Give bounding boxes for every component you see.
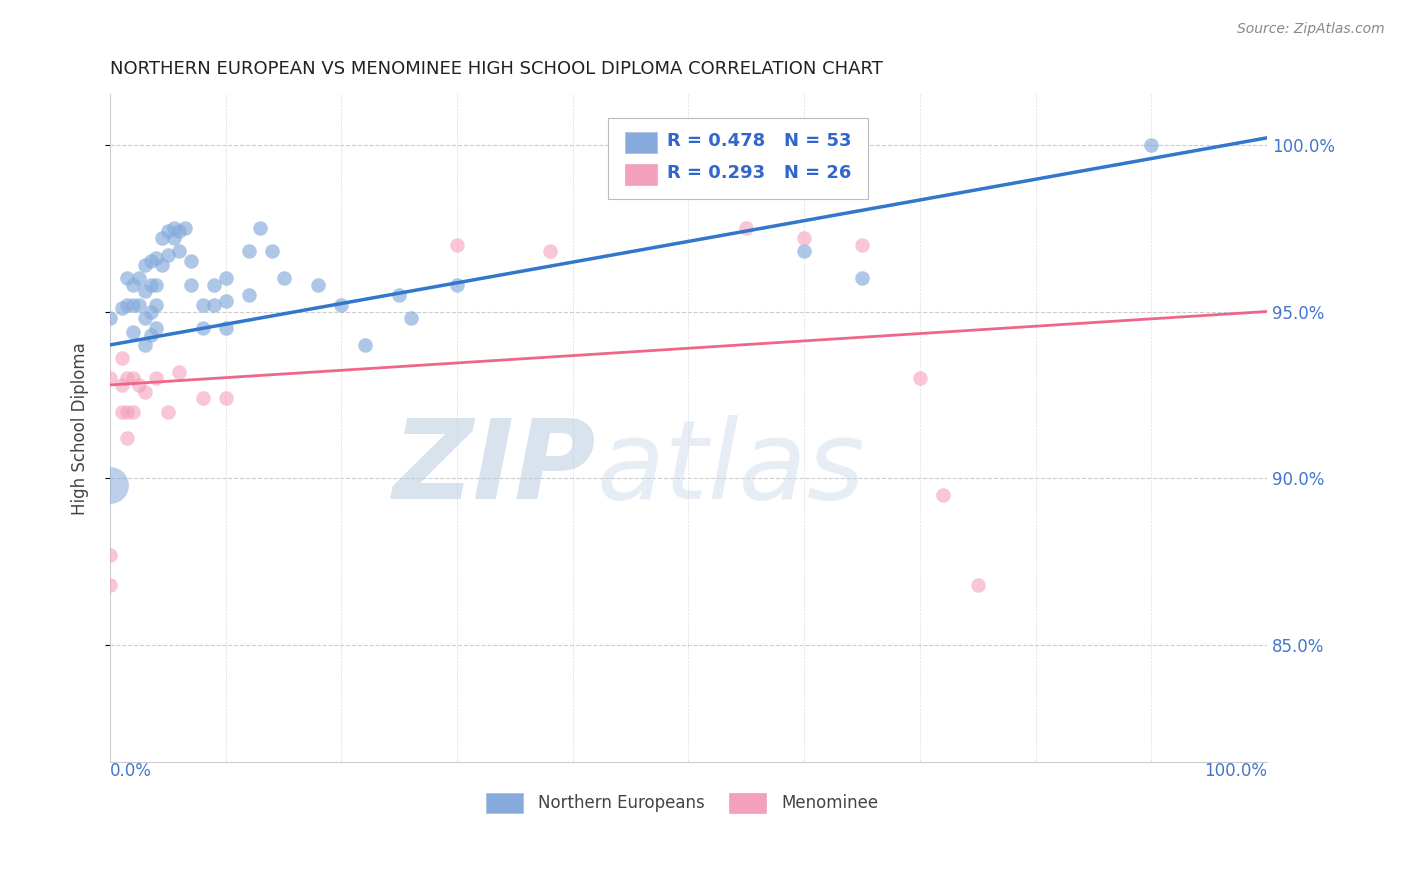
FancyBboxPatch shape xyxy=(607,118,868,199)
Point xyxy=(215,321,238,335)
Point xyxy=(215,271,238,285)
Point xyxy=(202,298,225,312)
Point xyxy=(538,244,561,259)
Point xyxy=(180,277,202,292)
Point xyxy=(117,371,139,385)
Point xyxy=(145,321,167,335)
Point xyxy=(111,378,134,392)
Point xyxy=(307,277,329,292)
Point xyxy=(793,231,815,245)
Text: Northern Europeans: Northern Europeans xyxy=(538,794,704,812)
Point xyxy=(134,338,156,352)
Point xyxy=(260,244,283,259)
Point xyxy=(238,288,260,302)
Point xyxy=(353,338,375,352)
FancyBboxPatch shape xyxy=(486,793,523,814)
Point xyxy=(122,298,145,312)
Point xyxy=(134,384,156,399)
Point xyxy=(122,325,145,339)
Y-axis label: High School Diploma: High School Diploma xyxy=(72,342,89,515)
Point xyxy=(215,294,238,309)
Text: ZIP: ZIP xyxy=(392,415,596,522)
Point xyxy=(908,371,931,385)
Point xyxy=(98,578,121,592)
Point xyxy=(249,221,271,235)
Point xyxy=(191,298,214,312)
Point xyxy=(134,258,156,272)
Point xyxy=(117,405,139,419)
Point xyxy=(735,221,758,235)
Point xyxy=(128,378,150,392)
Text: 0.0%: 0.0% xyxy=(110,763,152,780)
Point xyxy=(238,244,260,259)
Point xyxy=(139,327,162,342)
Point xyxy=(446,277,468,292)
Point xyxy=(388,288,411,302)
Point xyxy=(273,271,295,285)
Point xyxy=(122,277,145,292)
Text: Menominee: Menominee xyxy=(780,794,879,812)
Point xyxy=(169,224,191,238)
Point xyxy=(150,231,173,245)
FancyBboxPatch shape xyxy=(728,793,766,814)
Point xyxy=(174,221,197,235)
FancyBboxPatch shape xyxy=(624,164,657,186)
Point xyxy=(117,298,139,312)
Text: atlas: atlas xyxy=(596,415,865,522)
Text: NORTHERN EUROPEAN VS MENOMINEE HIGH SCHOOL DIPLOMA CORRELATION CHART: NORTHERN EUROPEAN VS MENOMINEE HIGH SCHO… xyxy=(110,60,883,78)
Point xyxy=(163,221,186,235)
Point xyxy=(117,271,139,285)
Point xyxy=(111,351,134,366)
Text: 100.0%: 100.0% xyxy=(1204,763,1267,780)
Point xyxy=(139,254,162,268)
Point xyxy=(98,478,121,492)
Point xyxy=(330,298,353,312)
Point xyxy=(966,578,988,592)
Point xyxy=(156,248,179,262)
Text: R = 0.293   N = 26: R = 0.293 N = 26 xyxy=(666,164,851,182)
Point xyxy=(98,549,121,563)
Point xyxy=(128,271,150,285)
Point xyxy=(851,237,873,252)
Point xyxy=(1140,137,1163,152)
Point xyxy=(111,405,134,419)
Point xyxy=(932,488,955,502)
Text: Source: ZipAtlas.com: Source: ZipAtlas.com xyxy=(1237,22,1385,37)
Point xyxy=(139,304,162,318)
Point xyxy=(163,231,186,245)
Point xyxy=(145,298,167,312)
Point xyxy=(134,285,156,299)
Point xyxy=(111,301,134,315)
Point xyxy=(145,277,167,292)
Point xyxy=(139,277,162,292)
Point xyxy=(98,371,121,385)
Point xyxy=(122,371,145,385)
Point xyxy=(399,311,422,326)
Point xyxy=(191,392,214,406)
Point xyxy=(215,392,238,406)
Text: R = 0.478   N = 53: R = 0.478 N = 53 xyxy=(666,132,851,150)
Point xyxy=(122,405,145,419)
Point xyxy=(134,311,156,326)
Point xyxy=(156,224,179,238)
Point xyxy=(145,371,167,385)
Point xyxy=(180,254,202,268)
Point xyxy=(793,244,815,259)
Point xyxy=(169,365,191,379)
Point xyxy=(191,321,214,335)
Point xyxy=(98,311,121,326)
Point xyxy=(169,244,191,259)
Point xyxy=(128,298,150,312)
Point xyxy=(202,277,225,292)
Point xyxy=(145,251,167,265)
Point xyxy=(851,271,873,285)
Point xyxy=(446,237,468,252)
FancyBboxPatch shape xyxy=(624,132,657,153)
Point xyxy=(156,405,179,419)
Point xyxy=(150,258,173,272)
Point xyxy=(117,431,139,445)
